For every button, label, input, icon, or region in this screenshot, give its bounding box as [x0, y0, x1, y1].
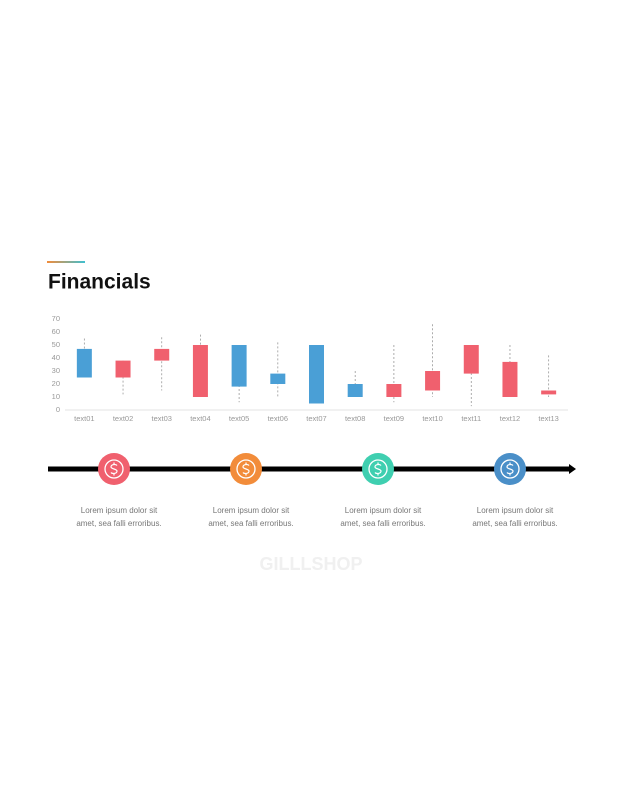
y-tick-label: 20 — [52, 379, 60, 388]
watermark: GILLLSHOP — [260, 554, 363, 574]
dollar-glyph — [110, 462, 118, 476]
x-tick-label: text02 — [113, 414, 133, 423]
step-icon-ring — [500, 459, 520, 479]
dollar-glyph — [242, 462, 250, 476]
y-tick-label: 70 — [52, 314, 60, 323]
candle-body — [76, 348, 92, 378]
candle-body — [425, 371, 441, 391]
candle-body — [270, 373, 286, 384]
candle-body — [347, 384, 363, 397]
step-text: amet, sea falli erroribus. — [76, 519, 161, 528]
x-tick-label: text05 — [229, 414, 249, 423]
candle-body — [502, 361, 518, 397]
dollar-glyph — [506, 462, 514, 476]
dollar-glyph — [374, 462, 382, 476]
candle-body — [463, 345, 479, 374]
candle-body — [309, 345, 324, 404]
step-icon-ring — [236, 459, 256, 479]
y-tick-label: 0 — [56, 405, 60, 414]
step-text: amet, sea falli erroribus. — [208, 519, 293, 528]
y-tick-label: 40 — [52, 353, 60, 362]
step-icon-ring — [368, 459, 388, 479]
x-tick-label: text10 — [422, 414, 442, 423]
x-tick-label: text09 — [384, 414, 404, 423]
x-tick-label: text03 — [152, 414, 172, 423]
x-tick-label: text13 — [538, 414, 558, 423]
step-icon-ring — [104, 459, 124, 479]
step-text: Lorem ipsum dolor sit — [345, 506, 422, 515]
title-accent — [47, 261, 85, 263]
y-tick-label: 50 — [52, 340, 60, 349]
candle-body — [541, 390, 557, 395]
step-text: Lorem ipsum dolor sit — [213, 506, 290, 515]
candle-body — [386, 384, 402, 397]
x-tick-label: text06 — [268, 414, 288, 423]
x-tick-label: text11 — [461, 414, 481, 423]
x-tick-label: text12 — [500, 414, 520, 423]
step-text: amet, sea falli erroribus. — [472, 519, 557, 528]
x-tick-label: text04 — [190, 414, 210, 423]
y-tick-label: 60 — [52, 327, 60, 336]
title: Financials — [48, 271, 151, 294]
x-tick-label: text08 — [345, 414, 365, 423]
candle-body — [115, 360, 131, 378]
x-tick-label: text07 — [306, 414, 326, 423]
timeline-arrow — [569, 464, 576, 474]
y-tick-label: 10 — [52, 392, 60, 401]
candle-body — [192, 345, 208, 397]
candle-body — [154, 348, 170, 361]
x-tick-label: text01 — [74, 414, 94, 423]
step-text: Lorem ipsum dolor sit — [81, 506, 158, 515]
y-tick-label: 30 — [52, 366, 60, 375]
candle-body — [231, 345, 247, 387]
step-text: amet, sea falli erroribus. — [340, 519, 425, 528]
step-text: Lorem ipsum dolor sit — [477, 506, 554, 515]
